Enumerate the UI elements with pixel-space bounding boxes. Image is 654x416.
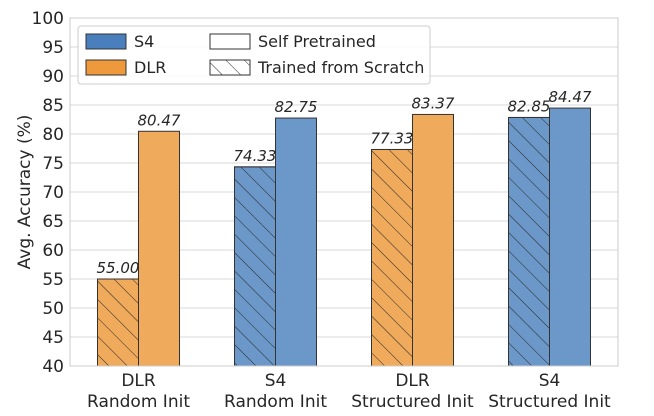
data-label: 82.85 (508, 97, 551, 115)
bar-hatch (371, 148, 413, 367)
legend-label: Trained from Scratch (257, 58, 424, 77)
y-axis-label: Avg. Accuracy (%) (15, 115, 35, 270)
x-category-label: Random Init (224, 392, 327, 412)
bar-hatch (508, 116, 550, 367)
x-category-label: S4 (539, 371, 561, 391)
y-tick-label: 50 (42, 299, 64, 319)
data-label: 83.37 (412, 94, 455, 112)
legend-label: DLR (134, 58, 166, 77)
bars (97, 107, 591, 367)
y-tick-label: 70 (42, 183, 64, 203)
data-label: 82.75 (275, 98, 318, 116)
bar-hatch (97, 278, 139, 367)
bar (138, 130, 180, 367)
x-category-label: Random Init (87, 392, 190, 412)
y-tick-label: 60 (42, 241, 64, 261)
bar (412, 113, 454, 367)
y-tick-label: 85 (42, 96, 64, 116)
data-label: 80.47 (138, 111, 181, 129)
x-category-label: DLR (121, 371, 156, 391)
y-tick-label: 40 (42, 357, 64, 377)
legend-swatch-hatch (209, 59, 251, 76)
y-tick-label: 100 (32, 9, 64, 29)
x-category-label: Structured Init (351, 392, 474, 412)
legend-swatch (85, 33, 127, 50)
bar (275, 117, 317, 367)
y-tick-label: 80 (42, 125, 64, 145)
y-tick-label: 65 (42, 212, 64, 232)
legend-swatch (209, 33, 251, 50)
y-axis-ticks: 40 45 50 55 60 65 70 75 80 85 90 95 100 (32, 9, 64, 377)
legend-box (77, 25, 431, 85)
bar-hatch (234, 166, 276, 367)
y-tick-label: 95 (42, 38, 64, 58)
legend: S4 Self Pretrained DLR Trained from Scratch (77, 25, 431, 85)
y-tick-label: 45 (42, 328, 64, 348)
x-category-label: DLR (395, 371, 430, 391)
legend-label: S4 (134, 32, 154, 51)
y-tick-label: 75 (42, 154, 64, 174)
legend-swatch (85, 59, 127, 76)
x-category-label: Structured Init (488, 392, 611, 412)
data-label: 74.33 (234, 147, 277, 165)
bar (549, 107, 591, 367)
legend-label: Self Pretrained (258, 32, 376, 51)
data-label: 84.47 (549, 88, 592, 106)
data-label: 55.00 (97, 259, 140, 277)
x-category-label: S4 (265, 371, 287, 391)
y-tick-label: 55 (42, 270, 64, 290)
data-label: 77.33 (371, 129, 414, 147)
plot-frame (69, 17, 619, 367)
y-tick-label: 90 (42, 67, 64, 87)
